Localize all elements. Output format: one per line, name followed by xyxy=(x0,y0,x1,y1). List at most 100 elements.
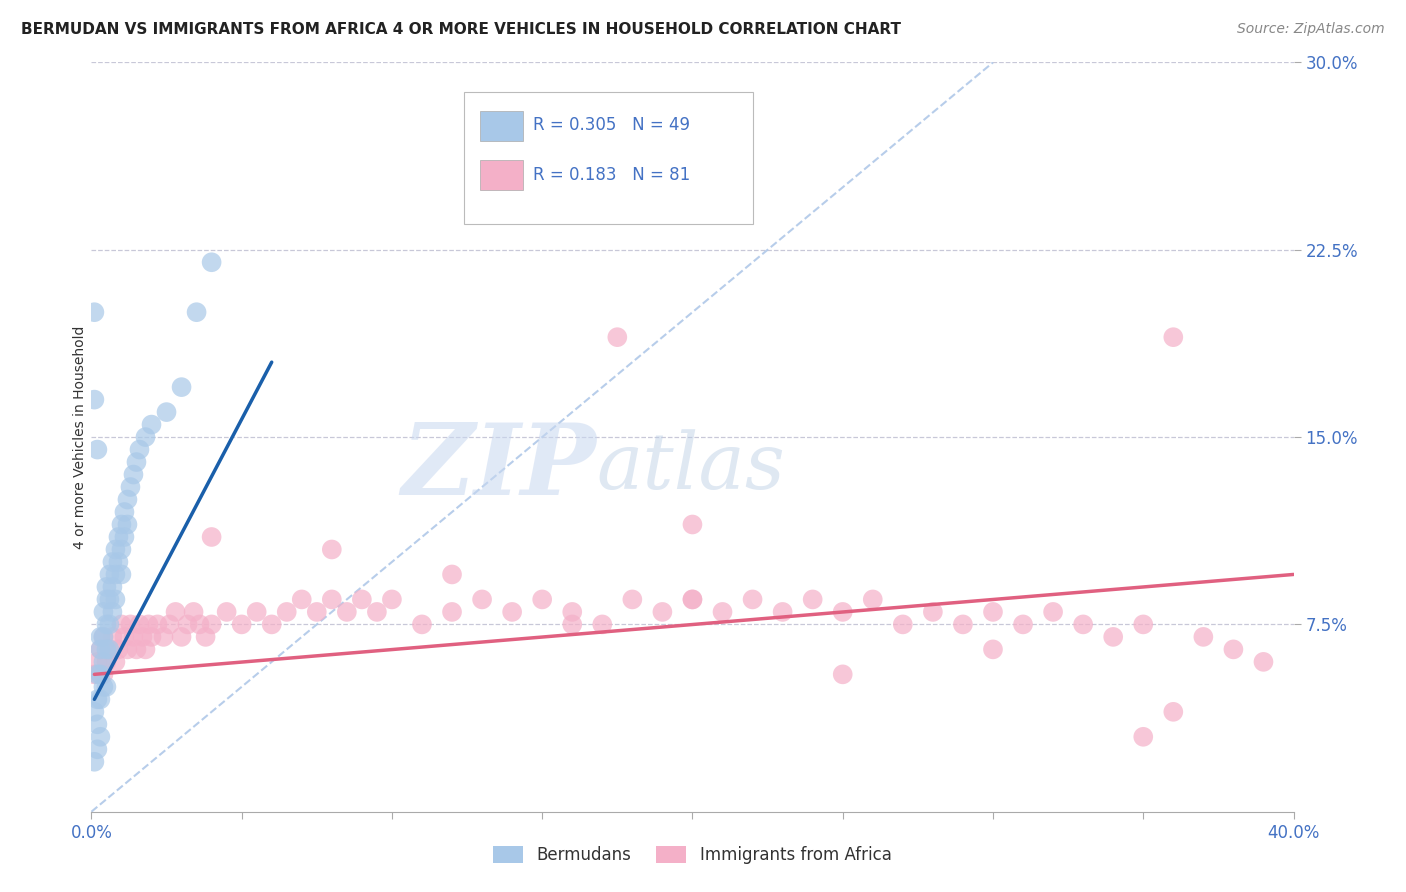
Point xyxy=(122,467,145,482)
FancyBboxPatch shape xyxy=(479,112,523,141)
Point xyxy=(110,567,132,582)
Point xyxy=(159,617,181,632)
Point xyxy=(321,592,343,607)
Point xyxy=(125,455,148,469)
Point xyxy=(165,605,187,619)
Point xyxy=(107,555,129,569)
Point xyxy=(1161,330,1184,344)
Point xyxy=(152,630,174,644)
Point xyxy=(681,517,703,532)
Point xyxy=(176,617,198,632)
Point xyxy=(1253,655,1275,669)
Point xyxy=(98,567,121,582)
Point xyxy=(86,667,108,681)
Text: Source: ZipAtlas.com: Source: ZipAtlas.com xyxy=(1237,22,1385,37)
Point xyxy=(86,442,108,457)
Point xyxy=(141,417,163,432)
Point xyxy=(125,642,148,657)
Point xyxy=(183,605,205,619)
Point xyxy=(107,642,129,657)
Point xyxy=(110,617,132,632)
Point xyxy=(1071,617,1094,632)
Point xyxy=(83,705,105,719)
Point xyxy=(104,567,127,582)
Point xyxy=(201,530,224,544)
Point xyxy=(114,505,136,519)
Point xyxy=(117,492,139,507)
Point xyxy=(141,630,163,644)
Point xyxy=(86,742,108,756)
Point xyxy=(1161,705,1184,719)
Point xyxy=(651,605,673,619)
Point xyxy=(531,592,554,607)
Point xyxy=(138,617,160,632)
Text: atlas: atlas xyxy=(596,429,785,505)
Point xyxy=(89,730,111,744)
Point xyxy=(104,592,127,607)
Point xyxy=(891,617,914,632)
Point xyxy=(561,605,583,619)
Text: ZIP: ZIP xyxy=(401,419,596,516)
Point xyxy=(128,442,150,457)
Point xyxy=(681,592,703,607)
Point xyxy=(146,617,169,632)
Point xyxy=(801,592,824,607)
Point xyxy=(186,305,208,319)
Point xyxy=(114,630,136,644)
Point xyxy=(104,655,127,669)
Point xyxy=(1132,730,1154,744)
Point xyxy=(83,392,105,407)
Point xyxy=(86,717,108,731)
FancyBboxPatch shape xyxy=(479,160,523,190)
Point xyxy=(110,517,132,532)
FancyBboxPatch shape xyxy=(464,93,752,224)
Point xyxy=(711,605,734,619)
Point xyxy=(134,642,156,657)
Point xyxy=(336,605,359,619)
Point xyxy=(291,592,314,607)
Point xyxy=(411,617,433,632)
Point xyxy=(120,480,142,494)
Point xyxy=(98,642,121,657)
Point xyxy=(96,655,118,669)
Point xyxy=(114,530,136,544)
Point xyxy=(201,255,224,269)
Point xyxy=(321,542,343,557)
Point xyxy=(93,605,115,619)
Point xyxy=(981,605,1004,619)
Point xyxy=(1222,642,1244,657)
Point xyxy=(122,630,145,644)
Point xyxy=(96,617,118,632)
Point xyxy=(201,617,224,632)
Point xyxy=(366,605,388,619)
Point xyxy=(96,680,118,694)
Point xyxy=(86,692,108,706)
Point xyxy=(651,130,673,145)
Point xyxy=(117,517,139,532)
Point xyxy=(107,530,129,544)
Point xyxy=(83,305,105,319)
Point xyxy=(96,592,118,607)
Point xyxy=(350,592,373,607)
Point xyxy=(1192,630,1215,644)
Point xyxy=(381,592,404,607)
Point xyxy=(104,542,127,557)
Point xyxy=(606,330,628,344)
Point xyxy=(93,680,115,694)
Legend: Bermudans, Immigrants from Africa: Bermudans, Immigrants from Africa xyxy=(486,839,898,871)
Point xyxy=(471,592,494,607)
Point xyxy=(155,405,177,419)
Point xyxy=(89,642,111,657)
Point xyxy=(561,617,583,632)
Point xyxy=(1102,630,1125,644)
Y-axis label: 4 or more Vehicles in Household: 4 or more Vehicles in Household xyxy=(73,326,87,549)
Point xyxy=(128,617,150,632)
Point xyxy=(131,630,153,644)
Point xyxy=(862,592,884,607)
Point xyxy=(772,605,794,619)
Point xyxy=(440,567,463,582)
Point xyxy=(741,592,763,607)
Point xyxy=(89,642,111,657)
Point xyxy=(170,630,193,644)
Point xyxy=(89,667,111,681)
